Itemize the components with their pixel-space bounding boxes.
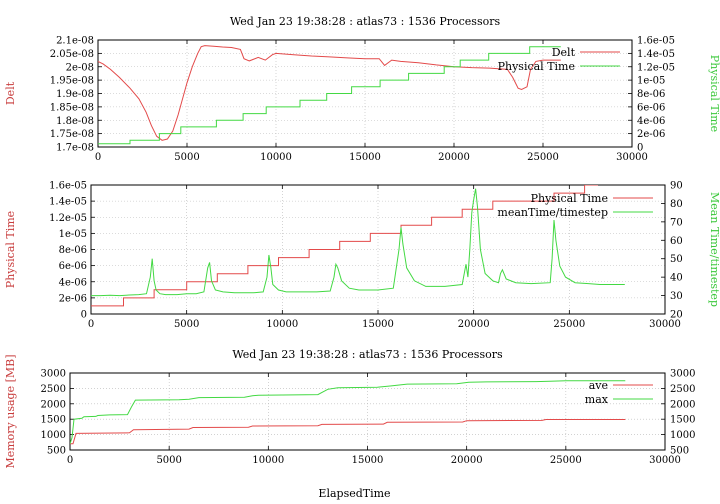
- y2-tick-label: 6e-06: [637, 102, 665, 113]
- x-tick-label: 20000: [458, 319, 490, 330]
- y2-tick-label: 30: [670, 291, 683, 302]
- x-tick-label: 20000: [451, 455, 483, 466]
- y2-tick-label: 40: [670, 273, 683, 284]
- y2-tick-label: 1.4e-05: [637, 49, 675, 60]
- y2-tick-label: 60: [670, 236, 683, 247]
- y-tick-label: 2e-06: [59, 293, 87, 304]
- y2-tick-label: 500: [670, 446, 689, 457]
- legend-label: Physical Time: [531, 192, 608, 205]
- x-tick-label: 25000: [553, 319, 585, 330]
- y2-tick-label: 3000: [670, 369, 695, 380]
- y2-tick-label: 2500: [670, 384, 695, 395]
- plot-frame: [90, 184, 666, 315]
- series-line-2: [70, 380, 626, 444]
- series-line-1: [98, 45, 561, 141]
- y2-tick-label: 20: [670, 310, 683, 321]
- chart-title: Wed Jan 23 19:38:28 : atlas73 : 1536 Pro…: [232, 348, 503, 361]
- y-tick-label: 1.85e-08: [50, 102, 94, 113]
- y2-axis-label: Mean Time/timestep: [708, 192, 720, 307]
- plot-frame: [97, 39, 633, 148]
- y-tick-label: 6e-06: [59, 261, 87, 272]
- x-tick-label: 30000: [616, 152, 648, 163]
- x-tick-label: 25000: [527, 152, 559, 163]
- y2-tick-label: 90: [670, 181, 683, 192]
- x-tick-label: 30000: [649, 319, 681, 330]
- x-tick-label: 15000: [362, 319, 394, 330]
- y-tick-label: 1000: [41, 430, 66, 441]
- y-tick-label: 1.7e-08: [56, 143, 94, 154]
- y2-tick-label: 8e-06: [637, 89, 665, 100]
- y-axis-label: Physical Time: [4, 211, 17, 288]
- y2-tick-label: 70: [670, 217, 683, 228]
- y-tick-label: 2000: [41, 399, 66, 410]
- y-tick-label: 4e-06: [59, 277, 87, 288]
- legend-label: Physical Time: [498, 60, 575, 73]
- legend-label: meanTime/timestep: [497, 206, 608, 219]
- y2-tick-label: 1.6e-05: [637, 36, 675, 47]
- x-tick-label: 15000: [349, 152, 381, 163]
- y-tick-label: 1e-05: [59, 229, 87, 240]
- y2-tick-label: 1000: [670, 430, 695, 441]
- x-tick-label: 25000: [550, 455, 582, 466]
- y-tick-label: 1.6e-05: [49, 181, 87, 192]
- x-tick-label: 5000: [156, 455, 181, 466]
- y2-axis-label: Physical Time: [708, 55, 720, 132]
- y-tick-label: 1500: [41, 415, 66, 426]
- plot-frame: [69, 372, 666, 451]
- x-axis-label: ElapsedTime: [318, 487, 390, 500]
- y-tick-label: 2.05e-08: [50, 49, 94, 60]
- y-tick-label: 1.2e-05: [49, 213, 87, 224]
- legend-label: Delt: [552, 46, 576, 59]
- x-tick-label: 0: [88, 319, 94, 330]
- y-tick-label: 500: [47, 446, 66, 457]
- x-tick-label: 20000: [438, 152, 470, 163]
- x-tick-label: 0: [95, 152, 101, 163]
- x-tick-label: 10000: [260, 152, 292, 163]
- y2-tick-label: 1500: [670, 415, 695, 426]
- x-tick-label: 5000: [174, 319, 199, 330]
- y2-tick-label: 4e-06: [637, 116, 665, 127]
- y2-tick-label: 1.2e-05: [637, 62, 675, 73]
- y-axis-label: Delt: [4, 81, 17, 105]
- chart-2: 0 5000 10000 15000 20000 25000 30000 0 2e-06 4e-0…: [4, 181, 720, 331]
- y2-tick-label: 50: [670, 254, 683, 265]
- y2-tick-label: 2000: [670, 399, 695, 410]
- y2-tick-label: 1e-05: [637, 76, 665, 87]
- y-tick-label: 2500: [41, 384, 66, 395]
- y-tick-label: 1.95e-08: [50, 76, 94, 87]
- series-line-2: [91, 188, 625, 297]
- y-tick-label: 1.75e-08: [50, 129, 94, 140]
- legend-label: ave: [589, 379, 608, 392]
- chart-3: Wed Jan 23 19:38:28 : atlas73 : 1536 Pro…: [4, 348, 695, 500]
- y2-tick-label: 2e-06: [637, 129, 665, 140]
- y-tick-label: 1.8e-08: [56, 116, 94, 127]
- y-tick-label: 1.4e-05: [49, 197, 87, 208]
- y2-tick-label: 80: [670, 199, 683, 210]
- y2-tick-label: 0: [637, 143, 643, 154]
- y-tick-label: 2.1e-08: [56, 36, 94, 47]
- x-tick-label: 15000: [352, 455, 384, 466]
- series-line-1: [70, 419, 626, 445]
- y-tick-label: 0: [81, 310, 87, 321]
- x-tick-label: 10000: [266, 319, 298, 330]
- series-line-1: [91, 185, 598, 307]
- y-tick-label: 3000: [41, 369, 66, 380]
- legend-label: max: [585, 393, 609, 406]
- y-tick-label: 2e-08: [66, 62, 94, 73]
- y-axis-label: Memory usage [MB]: [4, 354, 17, 468]
- chart-title: Wed Jan 23 19:38:28 : atlas73 : 1536 Pro…: [230, 15, 501, 28]
- x-tick-label: 0: [67, 455, 73, 466]
- y-tick-label: 8e-06: [59, 245, 87, 256]
- y-tick-label: 1.9e-08: [56, 89, 94, 100]
- chart-1: Wed Jan 23 19:38:28 : atlas73 : 1536 Pro…: [4, 15, 720, 163]
- x-tick-label: 5000: [174, 152, 199, 163]
- x-tick-label: 30000: [649, 455, 681, 466]
- series-line-2: [98, 46, 561, 145]
- x-tick-label: 10000: [252, 455, 284, 466]
